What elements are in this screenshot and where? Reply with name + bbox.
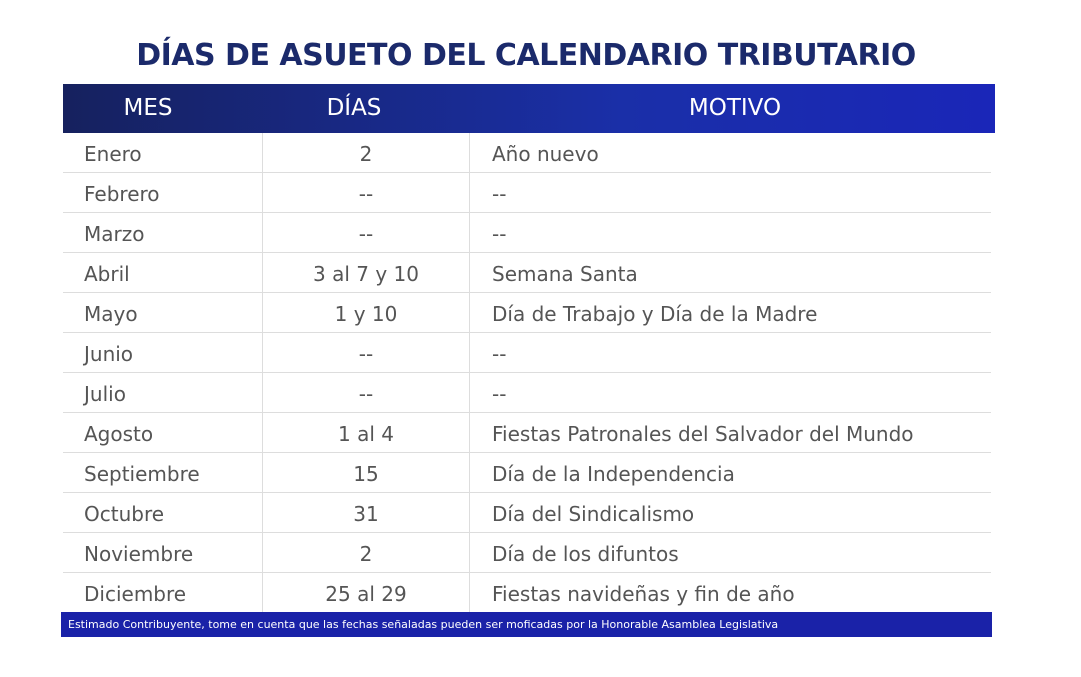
table-cell: 1 y 10: [263, 293, 470, 332]
table-cell: --: [492, 182, 507, 206]
table-cell: --: [263, 213, 470, 252]
title: DÍAS DE ASUETO DEL CALENDARIO TRIBUTARIO: [136, 38, 916, 73]
table-cell: 1 al 4: [263, 413, 470, 452]
table-cell: --: [263, 173, 470, 212]
table-body: Enero 2 Año nuevo Febrero -- -- Marzo -- -- Abril…: [63, 133, 991, 613]
table-header: MES DÍAS MOTIVO: [63, 84, 995, 133]
table-row: Noviembre 2 Día de los difuntos: [63, 533, 991, 573]
footer-note: Estimado Contribuyente, tome en cuenta q…: [61, 612, 992, 637]
table-cell: 31: [263, 493, 470, 532]
table-cell: Marzo: [63, 213, 263, 252]
table-cell: Septiembre: [63, 453, 263, 492]
table-cell: Junio: [63, 333, 263, 372]
column-header: MOTIVO: [688, 95, 782, 121]
table-cell: 2: [263, 133, 470, 172]
table-cell: Día de la Independencia: [492, 462, 735, 486]
table-cell: Semana Santa: [492, 262, 638, 286]
table-cell: Mayo: [63, 293, 263, 332]
table-row: Octubre 31 Día del Sindicalismo: [63, 493, 991, 533]
table-cell: Día del Sindicalismo: [492, 502, 695, 526]
table-cell: 25 al 29: [263, 573, 470, 612]
table-row: Marzo -- --: [63, 213, 991, 253]
table-row: Mayo 1 y 10 Día de Trabajo y Día de la Mad…: [63, 293, 991, 333]
table-cell: Enero: [63, 133, 263, 172]
table-row: Enero 2 Año nuevo: [63, 133, 991, 173]
table-cell: 2: [263, 533, 470, 572]
table-cell: Julio: [63, 373, 263, 412]
column-header: DÍAS: [326, 95, 382, 121]
table-cell: Día de Trabajo y Día de la Madre: [492, 302, 818, 326]
table-row: Julio -- --: [63, 373, 991, 413]
table-cell: Día de los difuntos: [492, 542, 679, 566]
table-cell: Agosto: [63, 413, 263, 452]
table-row: Junio -- --: [63, 333, 991, 373]
column-header: MES: [123, 95, 173, 121]
table-cell: Noviembre: [63, 533, 263, 572]
table-cell: Diciembre: [63, 573, 263, 612]
table-cell: 3 al 7 y 10: [263, 253, 470, 292]
table-cell: Febrero: [63, 173, 263, 212]
table-row: Diciembre 25 al 29 Fiestas navideñas y fin…: [63, 573, 991, 613]
table-row: Agosto 1 al 4 Fiestas Patronales del Salva…: [63, 413, 991, 453]
table-cell: Abril: [63, 253, 263, 292]
table-cell: --: [492, 342, 507, 366]
table-cell: --: [263, 333, 470, 372]
table-cell: Octubre: [63, 493, 263, 532]
table-row: Septiembre 15 Día de la Independencia: [63, 453, 991, 493]
table-cell: --: [263, 373, 470, 412]
table-cell: --: [492, 222, 507, 246]
table-cell: Año nuevo: [492, 142, 599, 166]
table-row: Abril 3 al 7 y 10 Semana Santa: [63, 253, 991, 293]
table-cell: --: [492, 382, 507, 406]
table-row: Febrero -- --: [63, 173, 991, 213]
table-cell: 15: [263, 453, 470, 492]
table-cell: Fiestas Patronales del Salvador del Mund…: [492, 422, 914, 446]
table-cell: Fiestas navideñas y fin de año: [492, 582, 795, 606]
